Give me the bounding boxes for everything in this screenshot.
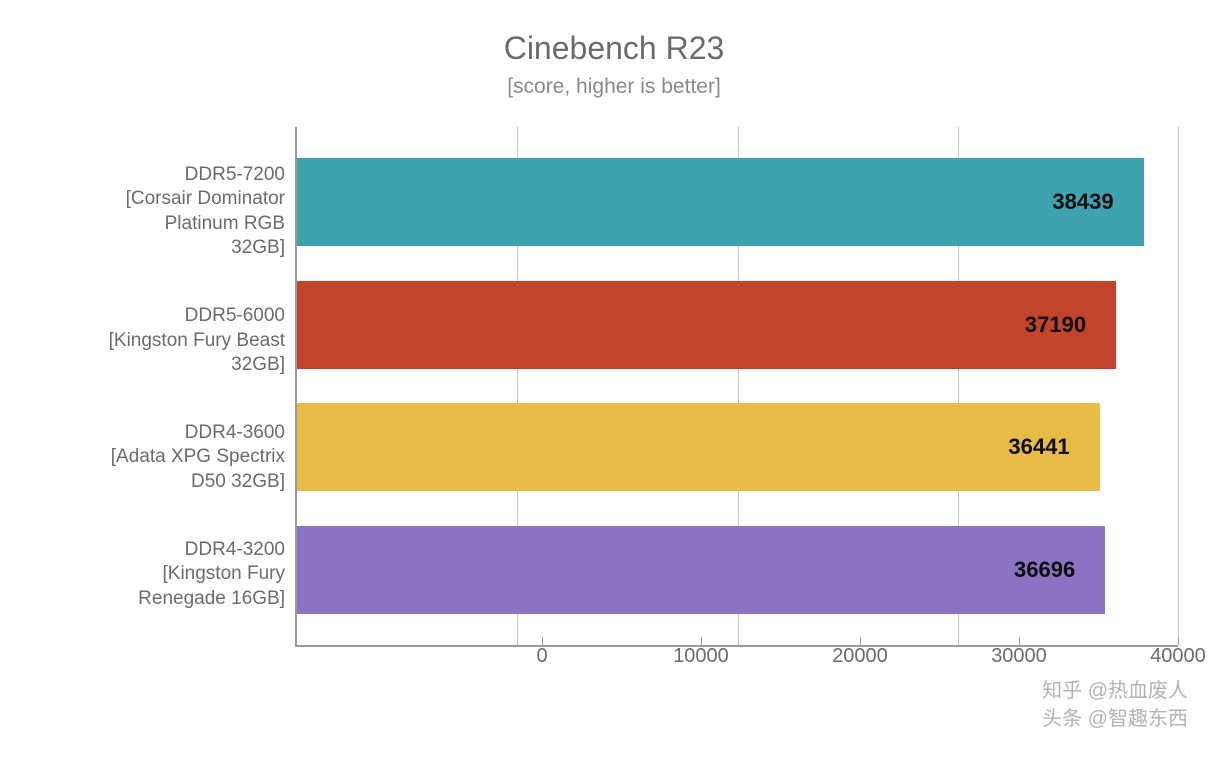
x-tick-mark: [1019, 637, 1020, 645]
bar-value-label: 36696: [1014, 557, 1075, 583]
bar: 37190: [297, 281, 1116, 369]
category-label: DDR4-3600 [Adata XPG Spectrix D50 32GB]: [50, 421, 285, 494]
bar-value-label: 36441: [1008, 434, 1069, 460]
bar-value-label: 37190: [1025, 312, 1086, 338]
x-tick-label: 10000: [673, 645, 729, 668]
watermark-line-2: 头条 @智趣东西: [1042, 705, 1188, 733]
category-label: DDR4-3200 [Kingston Fury Renegade 16GB]: [50, 538, 285, 611]
chart-title: Cinebench R23: [50, 30, 1178, 67]
plot-area: DDR5-7200 [Corsair Dominator Platinum RG…: [50, 127, 1178, 647]
x-tick-label: 0: [536, 645, 547, 668]
x-tick-label: 20000: [832, 645, 888, 668]
x-tick-mark: [701, 637, 702, 645]
x-axis: 010000200003000040000: [542, 645, 1178, 679]
bar: 36441: [297, 403, 1100, 491]
x-tick-mark: [542, 637, 543, 645]
bar: 36696: [297, 526, 1105, 614]
x-tick-mark: [860, 637, 861, 645]
bar-row: 36696: [297, 526, 1178, 614]
x-tick-mark: [1178, 637, 1179, 645]
bar-row: 36441: [297, 403, 1178, 491]
chart-container: Cinebench R23 [score, higher is better] …: [0, 0, 1228, 757]
bar: 38439: [297, 158, 1144, 246]
x-tick-label: 30000: [991, 645, 1047, 668]
gridline: [1178, 127, 1179, 645]
bar-row: 38439: [297, 158, 1178, 246]
x-tick-label: 40000: [1150, 645, 1206, 668]
y-axis-labels: DDR5-7200 [Corsair Dominator Platinum RG…: [50, 127, 295, 647]
category-label: DDR5-7200 [Corsair Dominator Platinum RG…: [50, 163, 285, 260]
category-label: DDR5-6000 [Kingston Fury Beast 32GB]: [50, 304, 285, 377]
chart-subtitle: [score, higher is better]: [50, 75, 1178, 99]
watermark-line-1: 知乎 @热血废人: [1042, 677, 1188, 705]
watermark: 知乎 @热血废人 头条 @智趣东西: [1042, 677, 1188, 733]
bar-value-label: 38439: [1052, 189, 1113, 215]
chart-titles: Cinebench R23 [score, higher is better]: [50, 30, 1178, 99]
bars: 38439 37190 36441 36696: [297, 127, 1178, 645]
bar-row: 37190: [297, 281, 1178, 369]
bars-region: 38439371903644136696 0100002000030000400…: [295, 127, 1178, 647]
